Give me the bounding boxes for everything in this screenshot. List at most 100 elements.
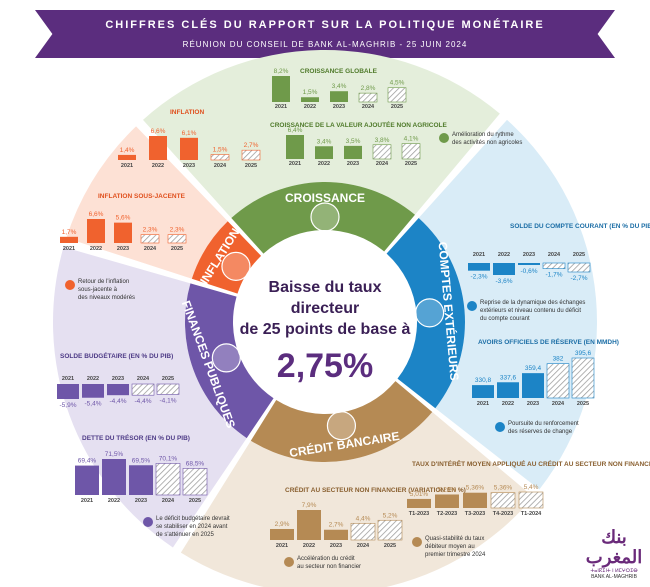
bar-value-label: 6,6% — [89, 211, 104, 218]
bar — [493, 263, 515, 275]
chart-title: INFLATION SOUS-JACENTE — [98, 193, 186, 200]
note-line: des activités non agricoles — [452, 140, 522, 146]
tick-label: 2024 — [376, 161, 389, 167]
center-line3: de 25 points de base à — [240, 321, 411, 338]
chart-avoirs: AVOIRS OFFICIELS DE RÉSERVE (EN MMDH) 330… — [472, 337, 619, 407]
note-line: du compte courant — [480, 316, 530, 322]
note-croissance: Amélioration du rythme des activités non … — [439, 132, 522, 146]
bar — [87, 219, 105, 243]
note-line: Retour de l'inflation — [78, 279, 129, 285]
logo-arabic: بنك المغرب — [585, 527, 643, 568]
note-line: Amélioration du rythme — [452, 132, 514, 138]
tick-label: 2021 — [121, 163, 133, 169]
sector-bg-inflation — [66, 126, 228, 279]
bar-value-label: 5,36% — [466, 485, 485, 492]
tick-label: 2025 — [577, 401, 589, 407]
bar-value-label: 6,1% — [182, 130, 197, 137]
bar — [372, 144, 392, 160]
bar — [463, 492, 487, 508]
note-line: Poursuite du renforcement — [508, 421, 579, 427]
bar — [140, 234, 160, 244]
bar-value-label: 3,5% — [346, 138, 361, 145]
note-line: sous-jacente à — [78, 287, 118, 293]
tick-label: T1-2024 — [521, 511, 542, 517]
bar — [167, 234, 187, 244]
bar — [272, 76, 290, 102]
croissance-icon — [310, 202, 340, 232]
center-circle — [237, 234, 413, 410]
tick-label: 2022 — [152, 163, 164, 169]
bar-value-label: 2,9% — [275, 521, 290, 528]
bar — [210, 154, 230, 161]
bar — [297, 510, 321, 540]
bar — [401, 143, 421, 160]
bar — [522, 373, 544, 398]
bar — [490, 492, 516, 509]
tick-label: 2024 — [144, 246, 157, 252]
location-pin-icon — [467, 301, 477, 311]
bar — [567, 262, 591, 273]
chart-title: INFLATION — [170, 109, 204, 116]
note-inflation: Retour de l'inflation sous-jacente à des n… — [65, 279, 135, 301]
note-credit1: Accélération du crédit au secteur non fin… — [284, 556, 361, 570]
tick-label: 2021 — [276, 543, 288, 549]
bar — [155, 463, 181, 496]
tick-label: T1-2023 — [409, 511, 430, 517]
tick-label: 2025 — [405, 161, 417, 167]
tick-label: 2023 — [135, 498, 147, 504]
comptes-icon — [415, 298, 445, 328]
logo-latin: BANK AL-MAGHRIB — [591, 574, 637, 580]
bar — [387, 87, 407, 103]
sector-bg-croissance — [142, 50, 500, 218]
bar-value-label: 330,8 — [475, 377, 492, 384]
bar — [542, 262, 566, 269]
bar — [435, 494, 459, 508]
bar — [241, 149, 261, 161]
tick-label: 2021 — [275, 104, 287, 110]
bar-value-label: -5,4% — [85, 401, 102, 408]
center-line2: directeur — [291, 300, 359, 317]
chart-dette: DETTE DU TRÉSOR (EN % DU PIB) 69,4% 2021 71… — [75, 433, 208, 504]
tick-label: 2025 — [391, 104, 403, 110]
bar-value-label: -1,7% — [546, 272, 563, 279]
bar — [57, 384, 79, 399]
bar-value-label: 2,8% — [361, 85, 376, 92]
tick-label: 2023 — [527, 401, 539, 407]
tick-label: T2-2023 — [437, 511, 458, 517]
tick-label: 2022 — [318, 161, 330, 167]
chart-title: CROISSANCE DE LA VALEUR AJOUTÉE NON AGRI… — [270, 120, 448, 129]
page-subtitle: RÉUNION DU CONSEIL DE BANK AL-MAGHRIB - … — [182, 40, 468, 49]
sector-bg-credit — [180, 411, 534, 587]
bar-value-label: 3,4% — [317, 138, 332, 145]
bar — [518, 263, 540, 265]
bar-value-label: 69,5% — [132, 457, 151, 464]
tick-label: 2021 — [63, 246, 75, 252]
tick-label: 2024 — [548, 252, 561, 258]
bar-value-label: 1,5% — [303, 89, 318, 96]
note-line: des réserves de change — [508, 429, 573, 435]
note-line: extérieurs et niveau contenu du déficit — [480, 308, 581, 314]
bar-value-label: 68,5% — [186, 460, 205, 467]
bar-value-label: 71,5% — [105, 451, 124, 458]
tick-label: 2022 — [87, 376, 99, 382]
center-rate: 2,75% — [277, 347, 373, 385]
bar-value-label: 5,2% — [383, 512, 398, 519]
bar-value-label: -0,6% — [521, 268, 538, 275]
bar-value-label: 70,1% — [159, 455, 178, 462]
bar-value-label: 5,36% — [494, 485, 513, 492]
bar — [180, 137, 198, 160]
note-line: se stabiliser en 2024 avant — [156, 524, 228, 530]
bar — [344, 145, 362, 159]
tick-label: 2022 — [90, 246, 102, 252]
tick-label: 2025 — [162, 376, 174, 382]
tick-label: 2021 — [473, 252, 485, 258]
chart-croissance_globale: CROISSANCE GLOBALE 8,2% 2021 1,5% 2022 3,4% 20… — [272, 68, 407, 110]
note-comptes1: Reprise de la dynamique des échanges exté… — [467, 300, 585, 322]
bar-value-label: 2,3% — [143, 227, 158, 234]
bar-value-label: 4,4% — [356, 515, 371, 522]
note-line: des niveaux modérés — [78, 295, 135, 301]
chart-croissance_vana: CROISSANCE DE LA VALEUR AJOUTÉE NON AGRI… — [270, 120, 448, 167]
logo-tifinagh: ⵜⴰⵏⴽⵉⵏⵜ ⵏ ⵍⵎⵖⵔⵉⴱ — [590, 568, 638, 574]
tick-label: T4-2023 — [493, 511, 514, 517]
bar — [114, 222, 132, 243]
